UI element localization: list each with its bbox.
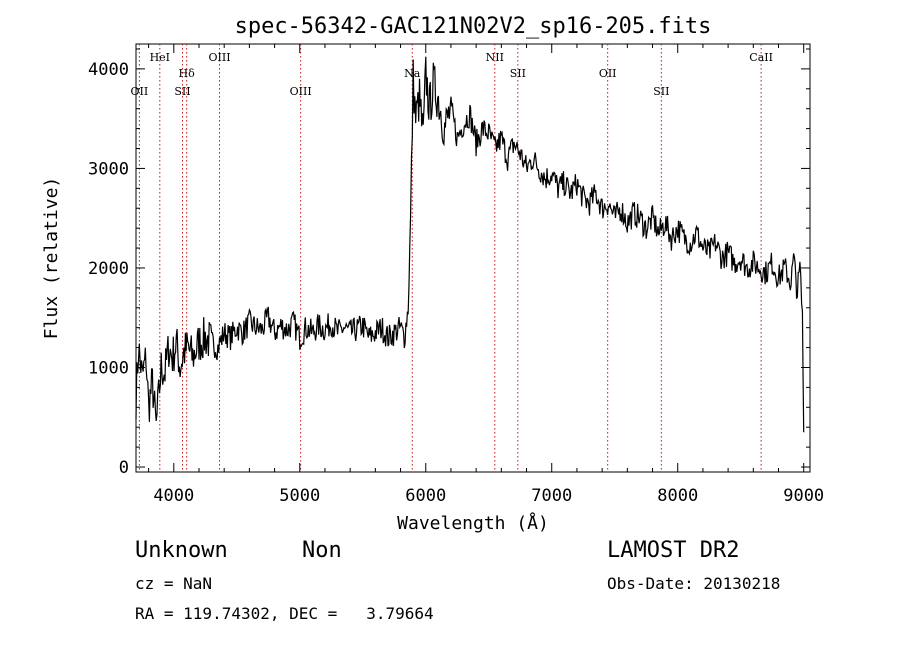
line-marker-label: SII (510, 67, 526, 80)
x-tick-label: 6000 (405, 486, 446, 506)
line-marker-label: HeI (150, 51, 170, 64)
line-marker-label: OII (599, 67, 617, 80)
line-marker-label: NII (486, 51, 504, 64)
x-tick-label: 8000 (657, 486, 698, 506)
plot-frame (135, 43, 811, 473)
chart-title: spec-56342-GAC121N02V2_sp16-205.fits (235, 14, 712, 39)
line-marker-label: Hδ (179, 67, 196, 80)
coordinates-readout: RA = 119.74302, DEC = 3.79664 (135, 604, 434, 623)
line-marker-label: OII (131, 85, 149, 98)
line-marker-label: OIII (290, 85, 312, 98)
y-tick-label: 4000 (88, 60, 129, 80)
line-marker-label: SII (653, 85, 669, 98)
redshift-readout: cz = NaN (135, 574, 213, 593)
y-tick-label: 1000 (88, 358, 129, 378)
y-axis-label: Flux (relative) (41, 177, 62, 340)
x-tick-label: 7000 (531, 486, 572, 506)
observation-date: Obs-Date: 20130218 (607, 574, 781, 593)
line-marker-label: CaII (749, 51, 773, 64)
axis-ticks: 4000 5000 6000 7000 8000 9000 0 1000 2000 3000 400… (88, 44, 824, 506)
y-tick-label: 0 (119, 458, 129, 478)
y-tick-label: 2000 (88, 259, 129, 279)
object-class: Unknown (135, 538, 228, 563)
x-axis-label: Wavelength (Å) (397, 512, 549, 534)
x-tick-label: 4000 (153, 486, 194, 506)
line-marker-label: OIII (208, 51, 230, 64)
line-marker-label: SII (174, 85, 190, 98)
survey-name: LAMOST DR2 (607, 538, 740, 563)
y-tick-label: 3000 (88, 159, 129, 179)
spectrum-line (135, 56, 805, 433)
x-tick-label: 5000 (279, 486, 320, 506)
object-subclass: Non (302, 538, 342, 563)
x-tick-label: 9000 (783, 486, 824, 506)
